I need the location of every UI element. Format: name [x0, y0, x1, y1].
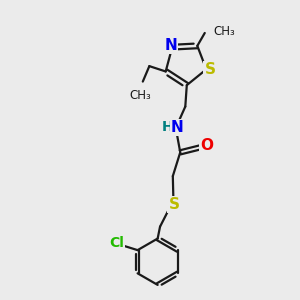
Text: O: O: [200, 138, 214, 153]
Text: CH₃: CH₃: [130, 89, 151, 102]
Text: Cl: Cl: [109, 236, 124, 250]
Text: S: S: [169, 197, 179, 212]
Text: N: N: [164, 38, 177, 53]
Text: S: S: [204, 62, 215, 77]
Text: N: N: [171, 120, 184, 135]
Text: H: H: [162, 120, 174, 134]
Text: CH₃: CH₃: [213, 25, 235, 38]
